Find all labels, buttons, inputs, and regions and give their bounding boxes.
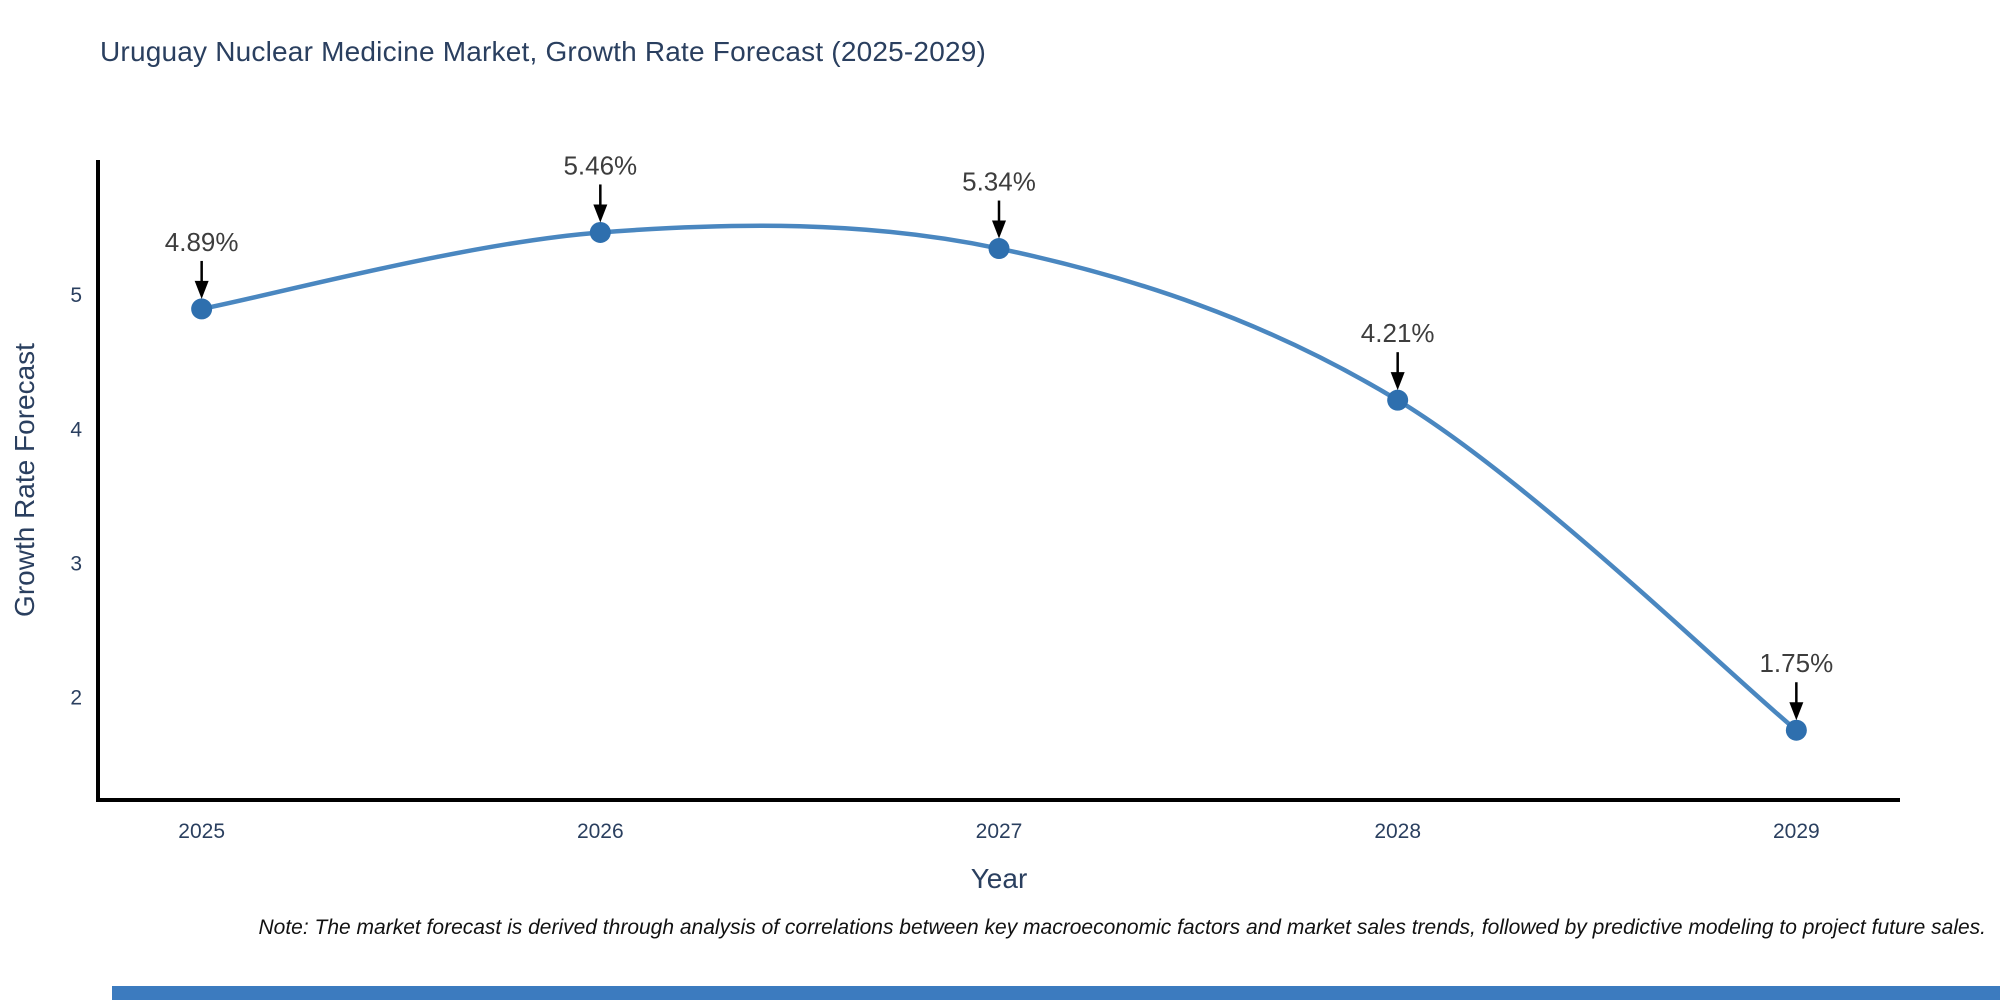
x-tick-label: 2025 xyxy=(178,820,225,843)
data-point-marker xyxy=(988,238,1010,260)
y-tick-label: 3 xyxy=(70,553,82,576)
x-tick-label: 2027 xyxy=(976,820,1023,843)
data-point-label: 5.46% xyxy=(563,150,637,180)
annotation-arrowhead xyxy=(992,220,1006,239)
data-point-label: 1.75% xyxy=(1759,648,1833,678)
footer-accent-bar xyxy=(112,986,2000,1000)
x-tick-label: 2029 xyxy=(1773,820,1820,843)
x-tick-label: 2026 xyxy=(577,820,624,843)
data-point-marker xyxy=(191,298,213,320)
annotation-arrowhead xyxy=(1390,372,1405,391)
footnote: Note: The market forecast is derived thr… xyxy=(258,916,1987,939)
data-point-label: 4.89% xyxy=(165,227,239,257)
forecast-line xyxy=(199,223,1799,733)
data-point-marker xyxy=(1387,389,1409,411)
data-point-marker xyxy=(1785,719,1807,741)
data-point-marker xyxy=(589,221,611,243)
y-tick-label: 2 xyxy=(70,687,82,710)
x-tick-label: 2028 xyxy=(1374,820,1421,843)
annotation-arrowhead xyxy=(194,280,209,299)
y-tick-label: 4 xyxy=(70,418,82,441)
annotation-arrowhead xyxy=(1789,702,1804,721)
data-point-label: 4.21% xyxy=(1361,318,1435,348)
annotation-arrowhead xyxy=(593,204,608,223)
x-axis-title: Year xyxy=(971,863,1028,894)
y-axis-title: Growth Rate Forecast xyxy=(9,343,40,617)
data-point-label: 5.34% xyxy=(962,167,1036,197)
y-tick-label: 5 xyxy=(70,284,82,307)
chart-title: Uruguay Nuclear Medicine Market, Growth … xyxy=(100,36,987,67)
